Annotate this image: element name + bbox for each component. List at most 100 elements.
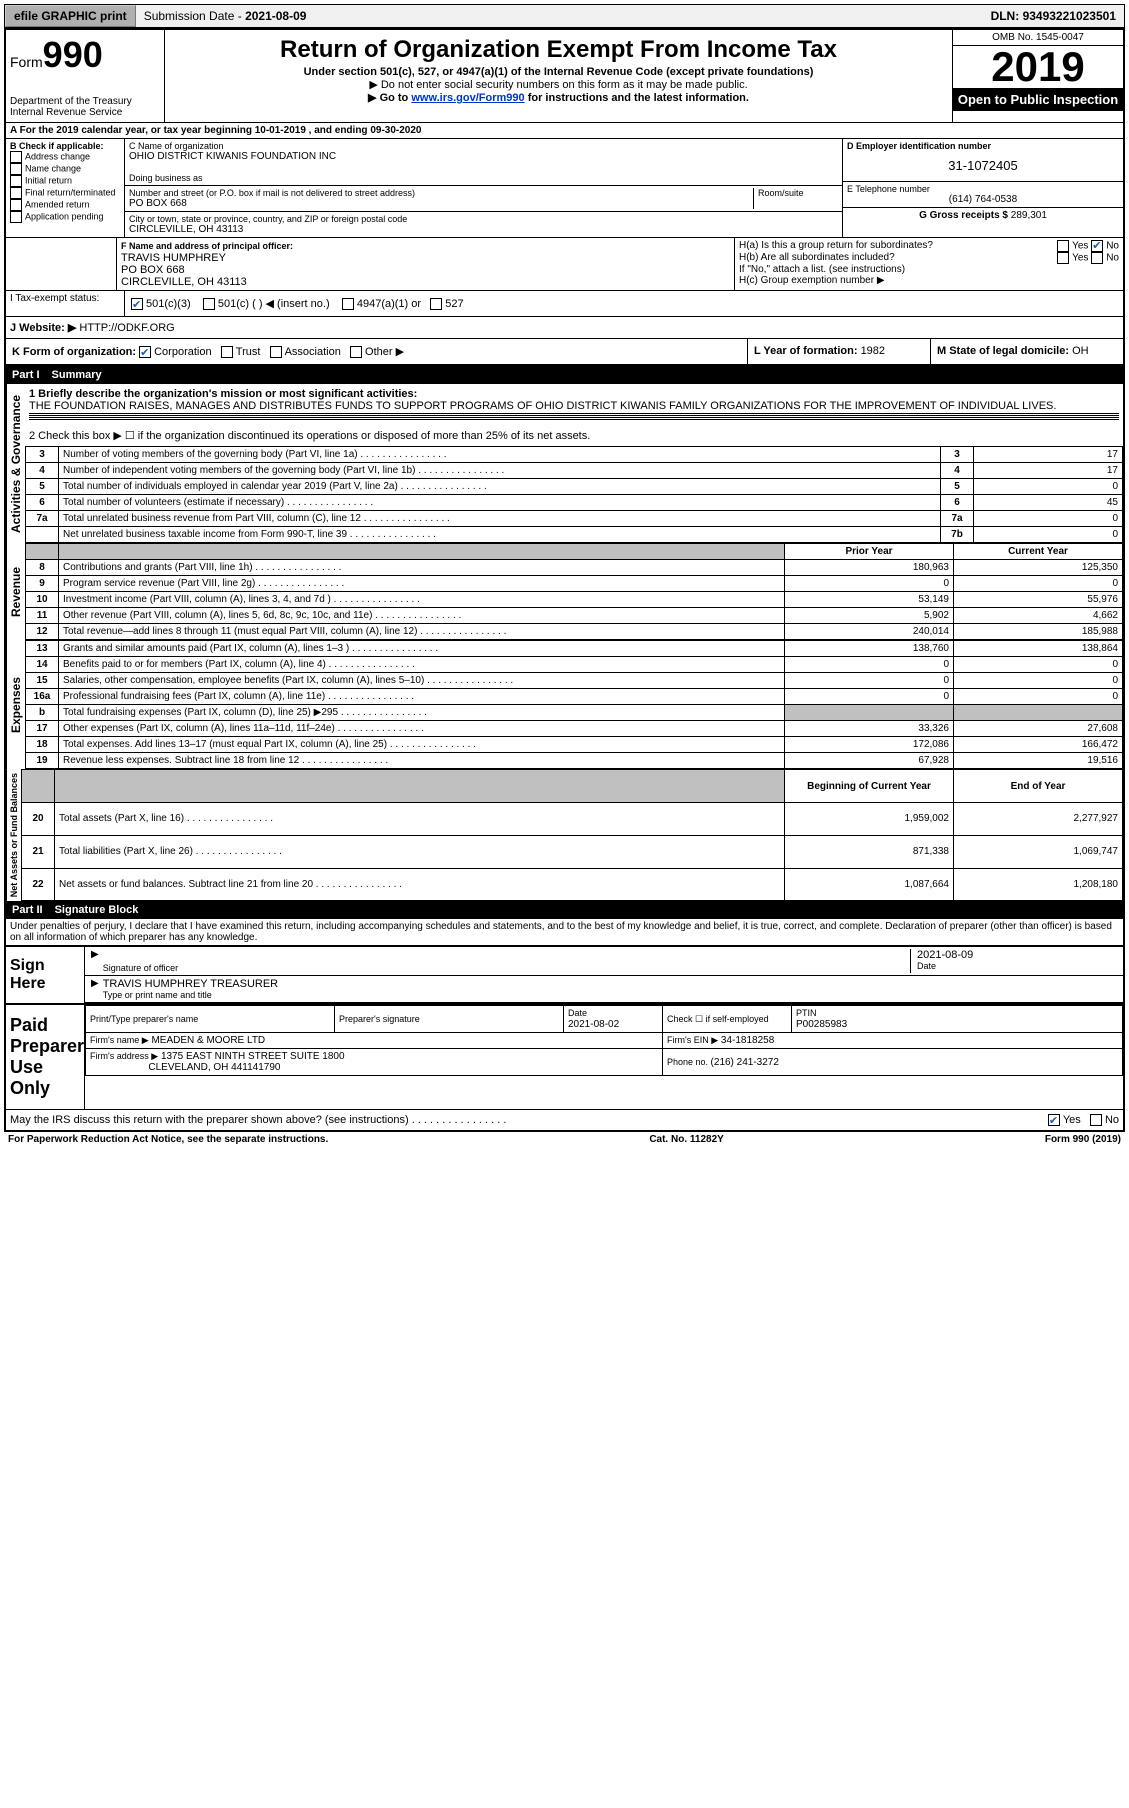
ha-yes: Yes: [1072, 241, 1088, 252]
table-row: 17Other expenses (Part IX, column (A), l…: [26, 721, 1123, 737]
table-row: 8Contributions and grants (Part VIII, li…: [26, 560, 1123, 576]
cb-initial: Initial return: [25, 175, 72, 185]
sign-here-block: Sign Here Signature of officer 2021-08-0…: [6, 945, 1123, 1003]
part1-header: Part I Summary: [6, 366, 1123, 384]
m-label: M State of legal domicile:: [937, 345, 1072, 357]
dln-value: 93493221023501: [1023, 9, 1116, 23]
entity-info-block: B Check if applicable: Address change Na…: [6, 139, 1123, 238]
gross-value: 289,301: [1011, 210, 1047, 221]
dln-label: DLN:: [991, 9, 1023, 23]
firm-phone: (216) 241-3272: [711, 1057, 779, 1068]
firm-addr1: 1375 EAST NINTH STREET SUITE 1800: [161, 1051, 345, 1062]
form-subtitle: Under section 501(c), 527, or 4947(a)(1)…: [169, 66, 948, 78]
k-label: K Form of organization:: [12, 346, 136, 358]
table-row: 7aTotal unrelated business revenue from …: [26, 511, 1123, 527]
discuss-no-checkbox[interactable]: [1090, 1114, 1102, 1126]
k-assoc-checkbox[interactable]: [270, 346, 282, 358]
dba-label: Doing business as: [129, 173, 838, 183]
i-501c-checkbox[interactable]: [203, 298, 215, 310]
k-trust-checkbox[interactable]: [221, 346, 233, 358]
goto-pre: ▶ Go to: [368, 92, 411, 104]
prep-date: 2021-08-02: [568, 1019, 619, 1030]
ptin-label: PTIN: [796, 1008, 817, 1018]
line2: 2 Check this box ▶ ☐ if the organization…: [25, 425, 1123, 446]
gov-side-label: Activities & Governance: [6, 384, 25, 543]
table-row: 11Other revenue (Part VIII, column (A), …: [26, 608, 1123, 624]
hb-yes-checkbox[interactable]: [1057, 252, 1069, 264]
k-assoc: Association: [285, 346, 341, 358]
k-other-checkbox[interactable]: [350, 346, 362, 358]
phone-value: (614) 764-0538: [847, 194, 1119, 205]
i-501c3-checkbox[interactable]: [131, 298, 143, 310]
part1-number: Part I: [12, 369, 40, 381]
initial-return-checkbox[interactable]: [10, 175, 22, 187]
officer-name: TRAVIS HUMPHREY: [121, 252, 730, 264]
revenue-section: Revenue Prior YearCurrent Year8Contribut…: [6, 543, 1123, 640]
k-other: Other ▶: [365, 346, 404, 358]
expenses-table: 13Grants and similar amounts paid (Part …: [25, 640, 1123, 769]
ptin-value: P00285983: [796, 1019, 847, 1030]
i-527-checkbox[interactable]: [430, 298, 442, 310]
table-header: Prior YearCurrent Year: [26, 544, 1123, 560]
open-public-badge: Open to Public Inspection: [953, 88, 1123, 111]
m-value: OH: [1072, 345, 1089, 357]
ha-yes-checkbox[interactable]: [1057, 240, 1069, 252]
table-row: 4Number of independent voting members of…: [26, 463, 1123, 479]
k-trust: Trust: [236, 346, 261, 358]
ein-label: D Employer identification number: [847, 141, 991, 151]
self-employed-label: Check ☐ if self-employed: [663, 1006, 792, 1033]
city-label: City or town, state or province, country…: [129, 214, 838, 224]
discuss-row: May the IRS discuss this return with the…: [6, 1109, 1123, 1130]
footer-left: For Paperwork Reduction Act Notice, see …: [8, 1134, 328, 1145]
l-value: 1982: [861, 345, 885, 357]
amended-return-checkbox[interactable]: [10, 199, 22, 211]
discuss-yes: Yes: [1063, 1114, 1081, 1126]
k-corp-checkbox[interactable]: [139, 346, 151, 358]
officer-addr2: CIRCLEVILLE, OH 43113: [121, 276, 730, 288]
firm-ein-label: Firm's EIN ▶: [667, 1035, 718, 1045]
part2-title: Signature Block: [55, 904, 139, 916]
cb-addr: Address change: [25, 151, 90, 161]
submission-date-cell: Submission Date - 2021-08-09: [136, 6, 315, 26]
gross-label: G Gross receipts $: [919, 210, 1011, 221]
table-row: 3Number of voting members of the governi…: [26, 447, 1123, 463]
discuss-yes-checkbox[interactable]: [1048, 1114, 1060, 1126]
website-value: HTTP://ODKF.ORG: [79, 322, 174, 334]
ssn-note: ▶ Do not enter social security numbers o…: [169, 78, 948, 91]
org-address: PO BOX 668: [129, 198, 753, 209]
sig-officer-label: Signature of officer: [103, 963, 910, 973]
section-klm: K Form of organization: Corporation Trus…: [6, 339, 1123, 366]
irs-form990-link[interactable]: www.irs.gov/Form990: [411, 92, 524, 104]
final-return-checkbox[interactable]: [10, 187, 22, 199]
i-527: 527: [445, 298, 463, 310]
paid-preparer-label: Paid Preparer Use Only: [6, 1005, 85, 1109]
firm-phone-label: Phone no.: [667, 1057, 711, 1067]
firm-name-label: Firm's name ▶: [90, 1035, 149, 1045]
app-pending-checkbox[interactable]: [10, 211, 22, 223]
table-row: 22Net assets or fund balances. Subtract …: [22, 868, 1123, 901]
name-change-checkbox[interactable]: [10, 163, 22, 175]
footer-mid: Cat. No. 11282Y: [649, 1134, 723, 1145]
ha-label: H(a) Is this a group return for subordin…: [739, 240, 933, 252]
part2-number: Part II: [12, 904, 43, 916]
top-toolbar: efile GRAPHIC print Submission Date - 20…: [4, 4, 1125, 28]
table-row: 9Program service revenue (Part VIII, lin…: [26, 576, 1123, 592]
i-4947-checkbox[interactable]: [342, 298, 354, 310]
header-mid: Return of Organization Exempt From Incom…: [165, 30, 952, 122]
org-city: CIRCLEVILLE, OH 43113: [129, 224, 838, 235]
efile-print-button[interactable]: efile GRAPHIC print: [5, 5, 136, 27]
hb-no-checkbox[interactable]: [1091, 252, 1103, 264]
dln-cell: DLN: 93493221023501: [983, 6, 1124, 26]
address-change-checkbox[interactable]: [10, 151, 22, 163]
hb-yes: Yes: [1072, 253, 1088, 264]
governance-section: Activities & Governance 1 Briefly descri…: [6, 384, 1123, 543]
officer-printed-name: TRAVIS HUMPHREY TREASURER: [103, 978, 1117, 990]
mission-text: THE FOUNDATION RAISES, MANAGES AND DISTR…: [29, 400, 1119, 412]
revenue-table: Prior YearCurrent Year8Contributions and…: [25, 543, 1123, 640]
firm-addr-label: Firm's address ▶: [90, 1051, 158, 1061]
j-label: J Website: ▶: [10, 322, 76, 334]
hb-no: No: [1106, 253, 1119, 264]
prep-date-label: Date: [568, 1008, 587, 1018]
table-row: 6Total number of volunteers (estimate if…: [26, 495, 1123, 511]
ha-no-checkbox[interactable]: [1091, 240, 1103, 252]
